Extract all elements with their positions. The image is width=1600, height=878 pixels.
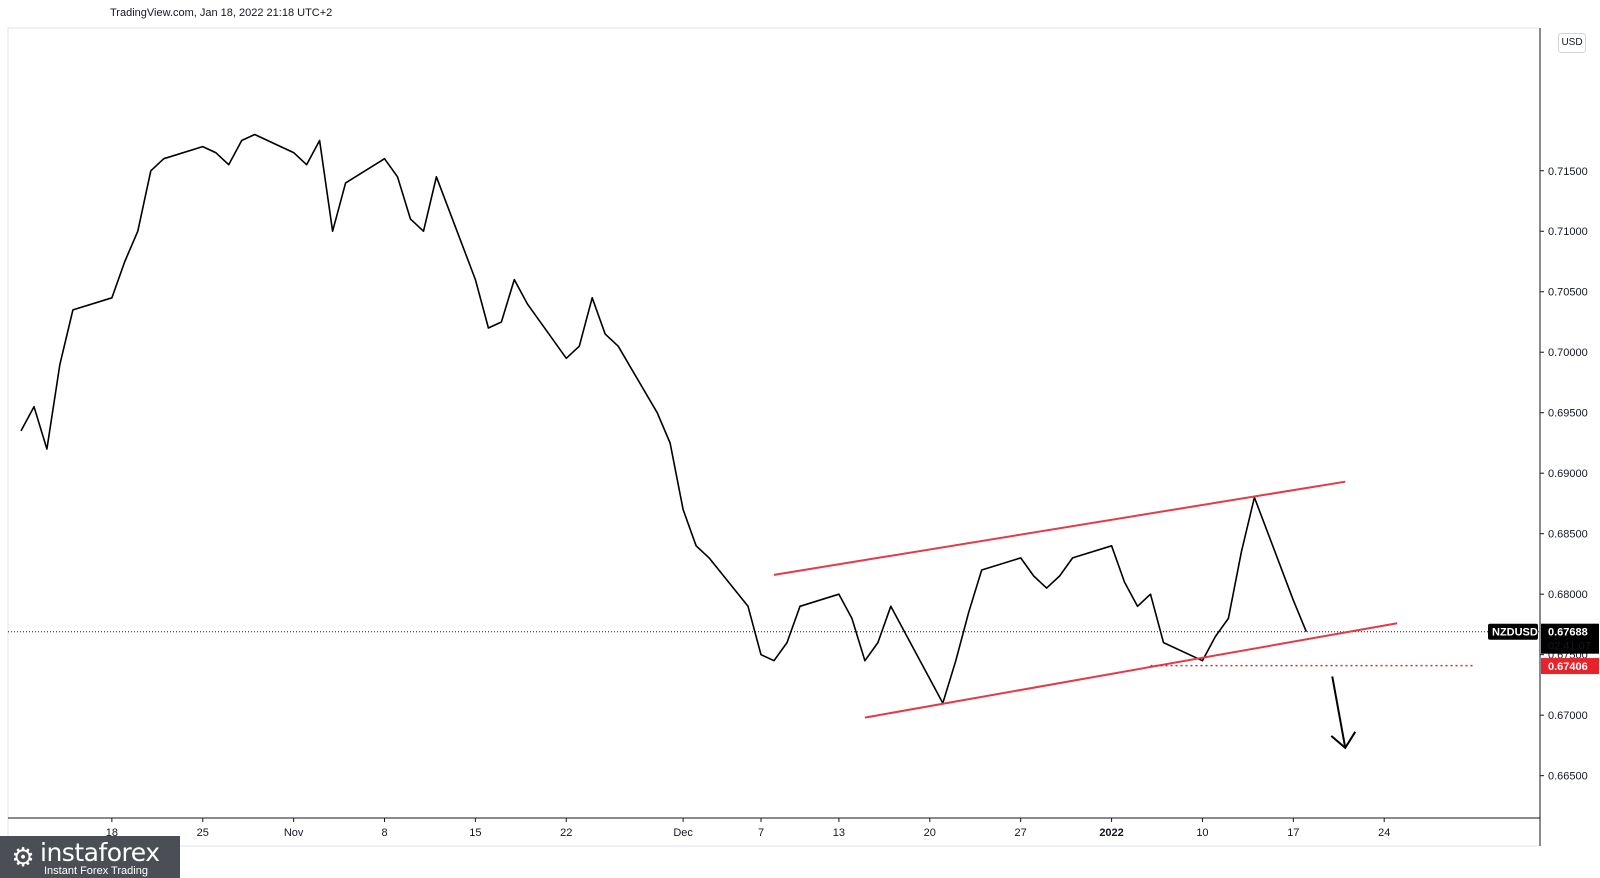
time-tick-label: 8: [381, 827, 387, 839]
time-tick-label: 2022: [1099, 827, 1123, 839]
last-price-value: 0.67688: [1548, 627, 1588, 639]
price-tick-label: 0.68500: [1548, 529, 1588, 541]
time-tick-label: 27: [1015, 827, 1027, 839]
bar-countdown: 02:41:07: [1548, 641, 1591, 653]
chart-attribution: TradingView.com, Jan 18, 2022 21:18 UTC+…: [110, 7, 333, 19]
price-tick-label: 0.70000: [1548, 347, 1588, 359]
symbol-tag: NZDUSD: [1488, 623, 1538, 640]
brand-name: instaforex: [40, 838, 160, 867]
price-tick-label: 0.69500: [1548, 408, 1588, 420]
time-tick-label: 25: [197, 827, 209, 839]
price-axis[interactable]: 0.71500 0.71000 0.70500 0.70000 0.69500 0.690…: [1540, 166, 1588, 783]
last-price-tag: 0.67688 02:41:07: [1541, 623, 1599, 654]
time-tick-label: Nov: [284, 827, 304, 839]
symbol-tag-bg: [1488, 623, 1538, 640]
nzdusd-price-line: [20, 133, 1308, 704]
price-tick-label: 0.66500: [1548, 771, 1588, 783]
time-axis[interactable]: 18 25 Nov 8 15 22 Dec 7 13 20 27 2022 10 17 24: [106, 818, 1391, 839]
currency-button[interactable]: USD: [1558, 33, 1586, 53]
support-level-value: 0.67406: [1548, 661, 1588, 673]
instaforex-logo: ⚙ instaforex Instant Forex Trading: [0, 836, 180, 878]
price-tick-label: 0.68000: [1548, 589, 1588, 601]
time-tick-label: 10: [1196, 827, 1208, 839]
support-tag-bg: [1541, 658, 1599, 675]
support-level-tag: 0.67406: [1541, 658, 1599, 675]
time-tick-label: 20: [924, 827, 936, 839]
time-tick-label: 24: [1378, 827, 1390, 839]
arrow-shaft: [1331, 676, 1347, 749]
time-tick-label: 22: [560, 827, 572, 839]
chart-frame: [7, 27, 1541, 847]
symbol-label: NZDUSD: [1492, 627, 1538, 639]
price-tick-label: 0.71500: [1548, 166, 1588, 178]
upper-channel-line[interactable]: [773, 480, 1346, 576]
down-arrow-annotation[interactable]: [1330, 676, 1357, 750]
arrow-head: [1330, 731, 1357, 750]
brand-tagline: Instant Forex Trading: [44, 865, 148, 877]
lower-channel-line[interactable]: [864, 622, 1398, 719]
price-tick-label: 0.70500: [1548, 287, 1588, 299]
time-tick-label: Dec: [673, 827, 693, 839]
time-tick-label: 17: [1287, 827, 1299, 839]
last-price-tag-bg: [1541, 623, 1599, 654]
price-tick-label: 0.69000: [1548, 468, 1588, 480]
time-tick-label: 13: [833, 827, 845, 839]
time-tick-label: 7: [758, 827, 764, 839]
price-tick-label: 0.67000: [1548, 710, 1588, 722]
price-tick-label: 0.71000: [1548, 226, 1588, 238]
gear-icon: ⚙: [11, 842, 35, 872]
time-tick-label: 15: [469, 827, 481, 839]
